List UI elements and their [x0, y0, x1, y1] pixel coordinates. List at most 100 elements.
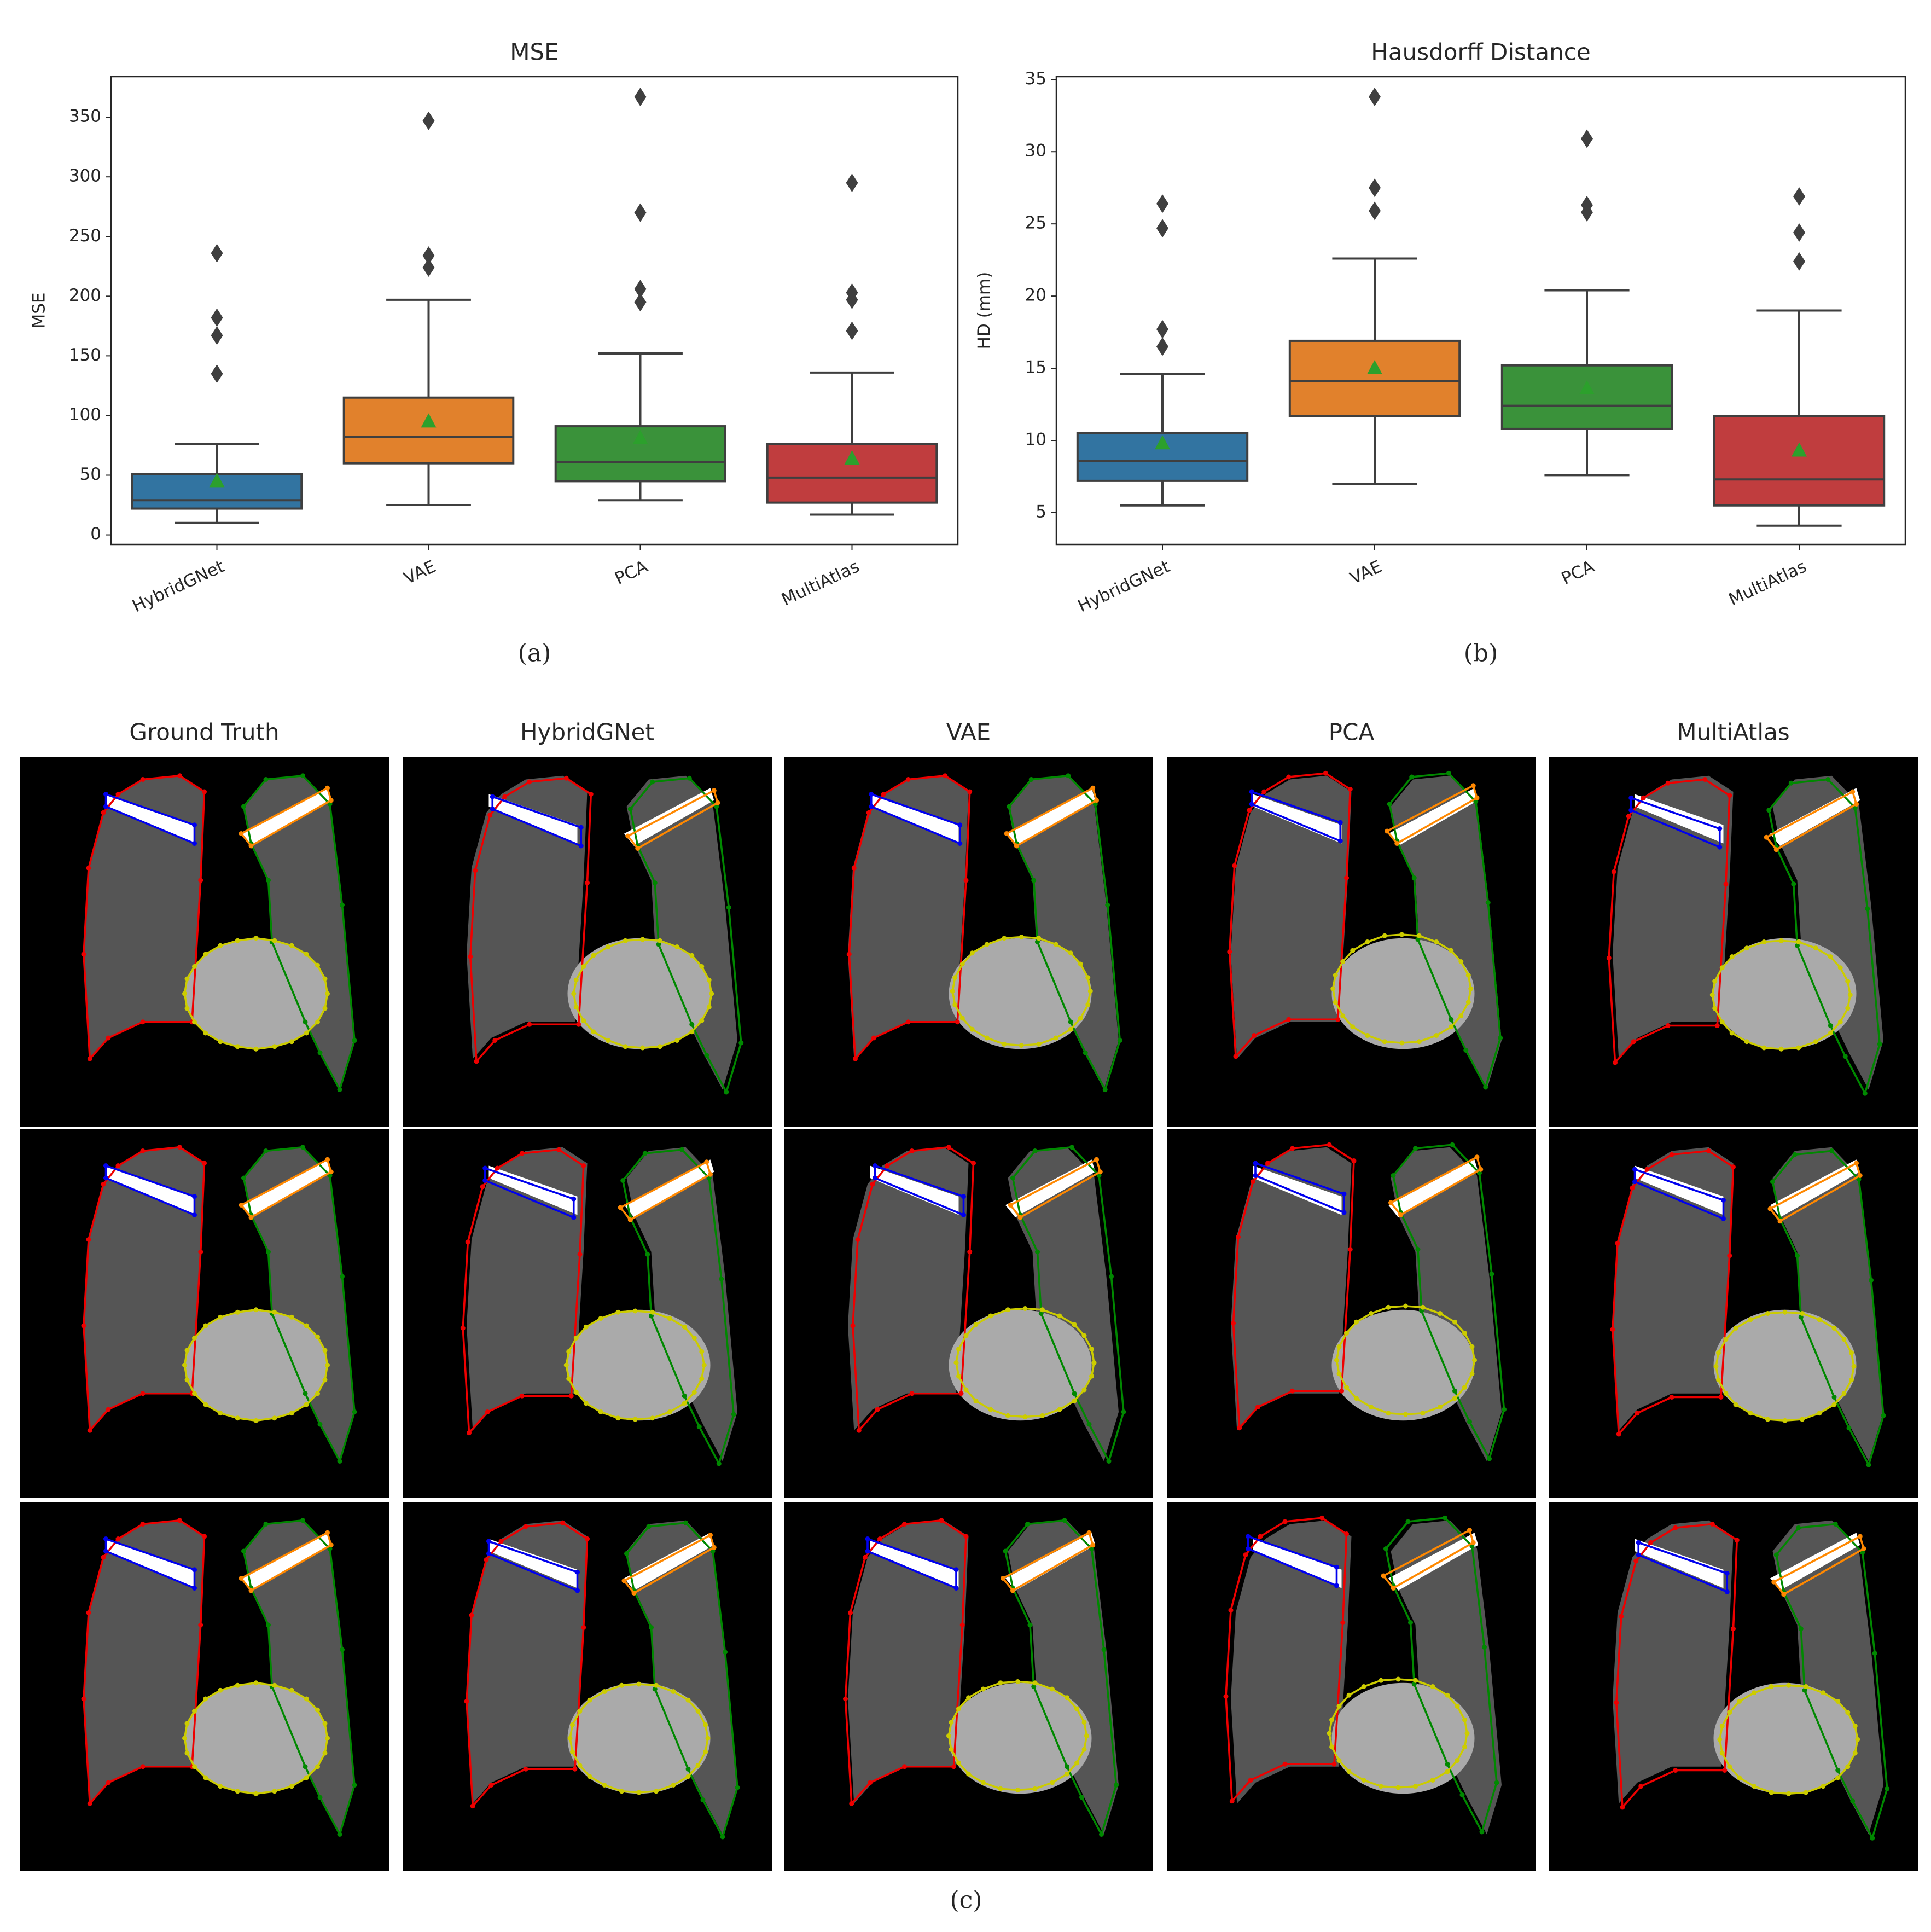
contour-point	[1319, 1515, 1324, 1521]
lung-left	[626, 1147, 737, 1461]
clavicle-left	[1005, 788, 1096, 846]
contour-point	[202, 1161, 207, 1166]
contour-point	[708, 1171, 713, 1177]
contour-point	[849, 1801, 854, 1806]
contour-point	[325, 1362, 330, 1368]
contour-point	[1450, 1142, 1455, 1147]
contour-point	[322, 976, 328, 982]
contour-point	[1062, 1518, 1067, 1523]
contour-point	[467, 1430, 472, 1436]
contour-point	[865, 1548, 870, 1554]
contour-point	[881, 792, 886, 797]
contour-point	[1467, 1419, 1472, 1424]
lung-right	[1231, 1147, 1352, 1431]
contour-point	[239, 831, 244, 836]
heart	[1331, 938, 1475, 1049]
contour-point	[952, 975, 958, 980]
contour-point	[905, 777, 911, 782]
contour-point	[1719, 1019, 1725, 1025]
contour-point	[86, 1610, 91, 1615]
contour-point	[1334, 1583, 1339, 1588]
contour-point	[1717, 826, 1723, 831]
contour-point	[1857, 1534, 1863, 1539]
contour-point	[1251, 1179, 1255, 1185]
contour-point	[1469, 1371, 1475, 1377]
contour-point	[235, 1682, 240, 1688]
contour-point	[263, 1148, 269, 1153]
x-tick-label: HybridGNet	[1075, 556, 1173, 616]
contour-point	[1232, 863, 1237, 868]
lung-right	[1231, 775, 1352, 1059]
contour-point	[1261, 789, 1267, 794]
contour-point	[959, 1016, 965, 1021]
contour-point	[1606, 955, 1612, 961]
contour-point	[1452, 1388, 1457, 1394]
contour-point	[654, 1682, 659, 1688]
contour-point	[709, 991, 714, 996]
contour-point	[1057, 1407, 1062, 1412]
contour-point	[1394, 841, 1400, 846]
contour-point	[1081, 1747, 1087, 1752]
contour-point	[1771, 1579, 1777, 1585]
contour-point	[1712, 1006, 1718, 1011]
contour-point	[1089, 1373, 1094, 1379]
contour-point	[1019, 935, 1024, 939]
contour-point	[1382, 1039, 1387, 1045]
contour-point	[1031, 878, 1037, 883]
contour-point	[848, 1610, 853, 1615]
contour-point	[1057, 1313, 1062, 1319]
contour-point	[1361, 1778, 1366, 1783]
contour-point	[1494, 1780, 1499, 1785]
contour-point	[1249, 789, 1254, 794]
contour-point	[253, 1307, 259, 1313]
lung-left	[1772, 1520, 1883, 1835]
contour-point	[572, 1766, 578, 1772]
contour-point	[337, 1087, 342, 1092]
contour-point	[591, 1029, 596, 1035]
contour-point	[1229, 1798, 1235, 1804]
contour-point	[581, 1018, 586, 1023]
contour-point	[87, 1801, 92, 1806]
lung-left	[243, 1147, 354, 1461]
segmentation-image	[1167, 757, 1536, 1127]
contour-point	[578, 825, 584, 830]
contour-point	[1727, 1253, 1732, 1258]
contour-point	[1831, 1402, 1837, 1407]
clavicle-right	[1253, 1539, 1342, 1588]
contour-point	[1817, 1411, 1822, 1416]
contour-point	[1877, 1041, 1882, 1047]
lung-left	[1391, 1147, 1502, 1461]
contour-point	[1852, 1750, 1858, 1756]
contour-point	[1247, 808, 1252, 813]
contour-point	[1769, 1684, 1774, 1689]
contour-point	[696, 1424, 702, 1429]
contour-point	[337, 1832, 342, 1837]
contour-point	[1636, 1540, 1641, 1545]
contour-point	[873, 1175, 877, 1181]
contour-point	[1336, 1758, 1342, 1763]
lung-right	[1231, 1520, 1352, 1804]
contour-point	[715, 800, 720, 805]
contour-point	[253, 936, 259, 941]
x-tick-label: PCA	[1558, 556, 1597, 589]
contour-point	[704, 1053, 709, 1058]
contour-point	[738, 1040, 744, 1046]
contour-point	[909, 1148, 915, 1153]
contour-point	[1114, 1783, 1119, 1788]
lung-right	[84, 775, 205, 1059]
contour-point	[598, 1316, 603, 1321]
contour-point	[527, 779, 532, 785]
mean-marker	[1579, 380, 1595, 394]
outlier	[422, 246, 435, 265]
contour-point	[304, 1030, 309, 1036]
contour-point	[1800, 1311, 1805, 1316]
contour-point	[86, 1237, 91, 1242]
contour-point	[103, 1175, 108, 1181]
contour-point	[1866, 1462, 1871, 1467]
contour-point	[1835, 1699, 1841, 1704]
contour-point	[706, 1005, 712, 1010]
contour-point	[615, 1309, 621, 1315]
contour-point	[1416, 933, 1422, 938]
contour-point	[460, 1326, 466, 1331]
contour-point	[1829, 1148, 1834, 1153]
